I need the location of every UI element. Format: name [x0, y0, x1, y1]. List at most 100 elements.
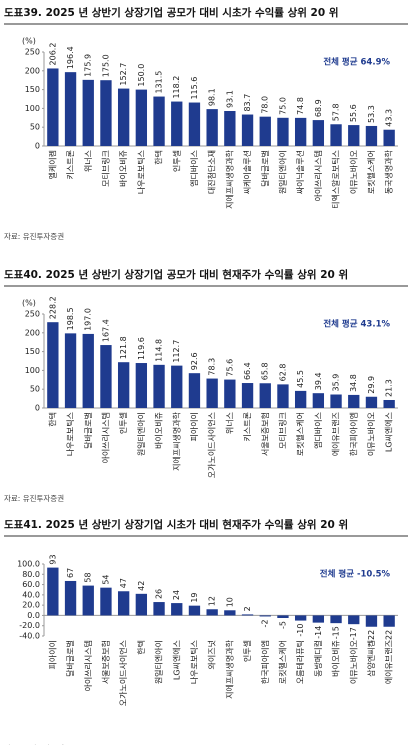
- value-label: 75.6: [225, 359, 234, 377]
- x-tick-label: 바이오비쥬: [118, 150, 128, 187]
- bar: [224, 110, 236, 146]
- bar: [82, 585, 94, 616]
- y-tick-label: 0.0: [27, 611, 40, 620]
- y-tick-label: 150: [25, 85, 40, 94]
- x-tick-label: 달바글로벌: [260, 150, 270, 187]
- bar: [135, 89, 148, 146]
- bar: [224, 379, 236, 408]
- y-tick-label: 100: [25, 366, 40, 375]
- bar: [312, 393, 325, 408]
- y-axis-label: (%): [22, 37, 36, 46]
- bar: [171, 603, 183, 616]
- x-tick-label: 동방메디컬: [313, 640, 323, 677]
- y-tick-label: 250: [25, 48, 40, 57]
- bar: [259, 615, 271, 617]
- bar: [206, 378, 218, 408]
- y-axis-label: (%): [22, 299, 36, 308]
- x-tick-label: 로킷헬스케어: [295, 412, 305, 456]
- value-label: 115.6: [190, 77, 199, 100]
- x-tick-label: 원일티엔아이: [154, 640, 164, 684]
- x-tick-label: 로킷헬스케어: [366, 150, 376, 194]
- value-label: 83.7: [243, 94, 252, 112]
- bar: [64, 333, 77, 408]
- y-tick-label: 250: [25, 310, 40, 319]
- x-tick-label: 서울보증보험: [261, 412, 270, 456]
- value-label: 74.8: [296, 97, 305, 115]
- x-tick-label: 씨케이솔루션: [242, 150, 252, 194]
- value-label: 29.9: [367, 376, 376, 394]
- value-label: 62.8: [278, 364, 287, 382]
- bar: [330, 124, 342, 146]
- x-tick-label: 대진첨단소재: [207, 150, 217, 194]
- value-label: -10: [296, 624, 305, 637]
- x-tick-label: 오름테라퓨틱: [295, 640, 305, 684]
- value-label: 67: [66, 568, 75, 578]
- chart-title: 도표39. 2025 년 상반기 상장기업 공모가 대비 시초가 수익률 상위 …: [4, 6, 339, 19]
- x-tick-label: 에이유브랜즈: [384, 640, 394, 684]
- value-label: 92.6: [190, 352, 199, 370]
- x-tick-label: 아이쓰리시스템: [313, 150, 323, 202]
- value-label: 98.1: [208, 88, 217, 106]
- y-tick-label: 40.0: [22, 590, 40, 599]
- x-tick-label: 나우로보틱스: [136, 150, 146, 194]
- bar: [135, 593, 148, 616]
- bar: [171, 365, 183, 408]
- value-label: -22: [385, 630, 394, 643]
- bar: [47, 322, 59, 408]
- bar: [117, 591, 130, 616]
- x-tick-label: 오가노이드사이언스: [118, 640, 128, 706]
- value-label: -22: [367, 630, 376, 643]
- value-label: 78.3: [208, 358, 217, 376]
- value-label: 75.0: [278, 97, 287, 115]
- value-label: 45.5: [296, 370, 305, 388]
- x-tick-label: 나우로보틱스: [65, 412, 75, 456]
- value-label: 26: [155, 589, 164, 599]
- x-tick-label: 위너스: [224, 412, 234, 434]
- value-label: 121.8: [119, 336, 128, 359]
- x-tick-label: LG씨엔에스: [384, 412, 394, 452]
- value-label: 197.0: [84, 308, 93, 331]
- value-label: 21.3: [385, 379, 394, 397]
- source: 자료: 유진투자증권: [4, 493, 64, 503]
- value-label: 112.7: [172, 340, 181, 363]
- x-tick-label: 서울보증보험: [101, 640, 110, 684]
- value-label: 12: [208, 596, 217, 606]
- x-tick-label: 원일티엔아이: [277, 150, 287, 194]
- bar: [365, 615, 378, 627]
- bar: [188, 102, 201, 146]
- x-tick-label: 달바글로벌: [65, 640, 75, 677]
- bar: [206, 609, 218, 616]
- value-label: 152.7: [119, 63, 128, 86]
- x-tick-label: 바이오비쥬: [331, 640, 341, 677]
- bar: [188, 605, 201, 616]
- x-tick-label: 아이쓰리시스템: [83, 640, 93, 692]
- value-label: 175.0: [101, 54, 110, 77]
- bar: [383, 399, 395, 408]
- x-tick-label: 인투셀: [171, 150, 181, 172]
- value-label: 53.3: [367, 105, 376, 123]
- y-tick-label: 100: [25, 104, 40, 113]
- value-label: 68.9: [314, 99, 323, 117]
- bar: [82, 79, 94, 146]
- value-label: -2: [261, 619, 270, 627]
- bar: [241, 383, 254, 408]
- bar: [153, 96, 165, 146]
- bar: [153, 364, 165, 408]
- value-label: 43.3: [385, 109, 394, 127]
- y-tick-label: 200: [25, 328, 40, 337]
- bar: [47, 567, 59, 616]
- bar: [294, 615, 307, 621]
- bar: [277, 384, 289, 408]
- x-tick-label: 아이쓰리시스템: [100, 412, 110, 464]
- x-tick-label: 한텍: [136, 640, 146, 655]
- chart-title: 도표41. 2025 년 상반기 상장기업 시초가 대비 현재주가 수익률 상위…: [4, 518, 348, 531]
- y-tick-label: 60.0: [22, 580, 40, 589]
- value-label: 34.8: [349, 374, 358, 392]
- value-label: 55.6: [349, 104, 358, 122]
- bar: [100, 345, 112, 408]
- value-label: 24: [172, 590, 181, 600]
- x-tick-label: 싸이닉솔루션: [295, 150, 305, 194]
- x-tick-label: 인투셀: [118, 412, 128, 434]
- x-tick-label: 나우로보틱스: [189, 640, 199, 684]
